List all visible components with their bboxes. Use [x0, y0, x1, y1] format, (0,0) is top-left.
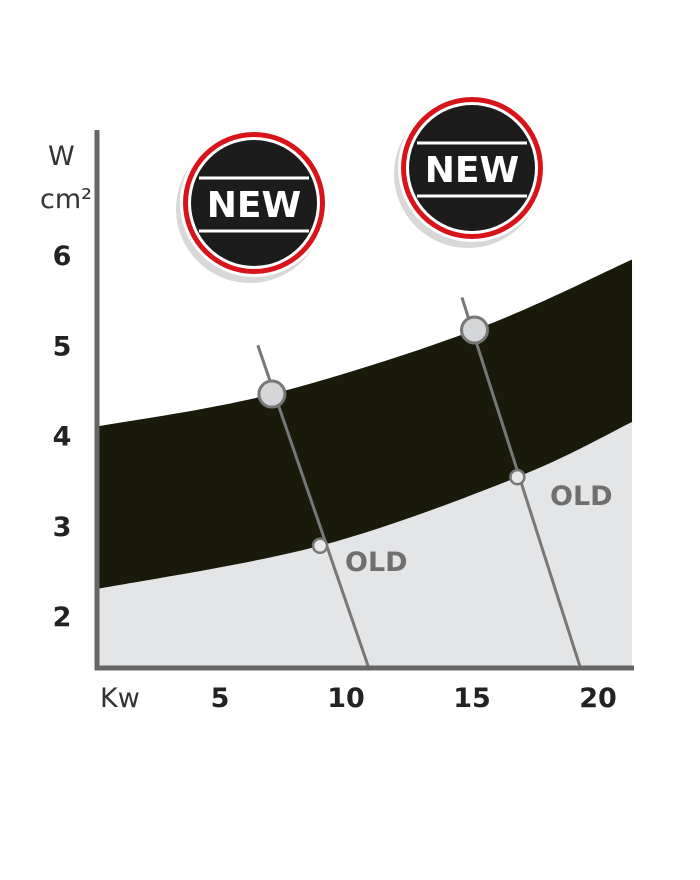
- svg-text:NEW: NEW: [425, 150, 519, 191]
- y-tick-label: 6: [53, 241, 72, 272]
- y-axis-unit-bottom: cm²: [40, 184, 92, 215]
- old-label-1: OLD: [345, 547, 408, 578]
- old-point-2: [509, 468, 526, 486]
- old-label-2: OLD: [550, 481, 613, 512]
- new-point-1: [257, 379, 287, 409]
- x-tick-label: 20: [579, 683, 617, 714]
- new-badge-right: NEW: [394, 94, 546, 248]
- area-below-band: [96, 422, 633, 668]
- y-axis-unit-top: W: [48, 141, 75, 172]
- y-tick-label: 2: [53, 602, 72, 633]
- new-point-2: [460, 315, 490, 345]
- y-tick-label: 5: [53, 331, 72, 362]
- svg-text:NEW: NEW: [207, 185, 301, 226]
- plot-area: [96, 259, 633, 669]
- x-axis-label: Kw: [100, 683, 140, 714]
- band-area: [96, 259, 633, 590]
- x-tick-label: 5: [211, 683, 230, 714]
- x-tick-label: 15: [453, 683, 491, 714]
- y-tick-label: 4: [53, 422, 72, 453]
- old-point-1: [311, 537, 329, 555]
- new-badge-left: NEW: [176, 129, 328, 283]
- y-tick-label: 3: [53, 512, 72, 543]
- x-tick-label: 10: [327, 683, 365, 714]
